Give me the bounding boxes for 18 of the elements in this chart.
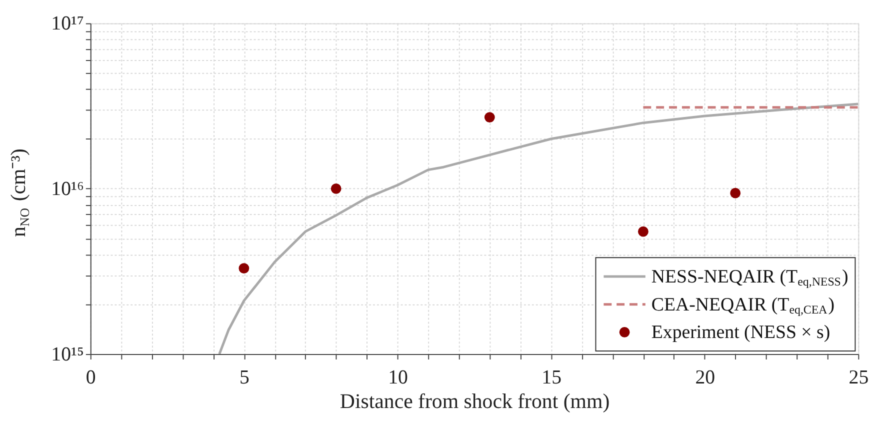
point <box>638 226 648 237</box>
y-tick-label: 10¹⁷ <box>51 12 84 35</box>
x-tick-label: 0 <box>86 366 96 388</box>
point <box>730 188 741 198</box>
x-tick-label: 20 <box>695 366 716 388</box>
x-tick-label: 10 <box>388 366 408 388</box>
legend-label: Experiment (NESS × s) <box>651 322 830 344</box>
point <box>484 112 495 123</box>
point <box>330 183 342 194</box>
x-axis-title: Distance from shock front (mm) <box>340 389 610 414</box>
point <box>238 263 250 274</box>
x-tick-label: 25 <box>848 366 869 388</box>
x-tick-label: 5 <box>239 366 250 388</box>
y-axis-title: nNO (cm⁻³) <box>6 148 32 237</box>
line-series <box>218 102 858 354</box>
y-tick-label: 10¹⁶ <box>51 178 84 200</box>
x-tick-label: 15 <box>542 366 562 388</box>
y-tick-label: 10¹⁵ <box>51 343 84 366</box>
